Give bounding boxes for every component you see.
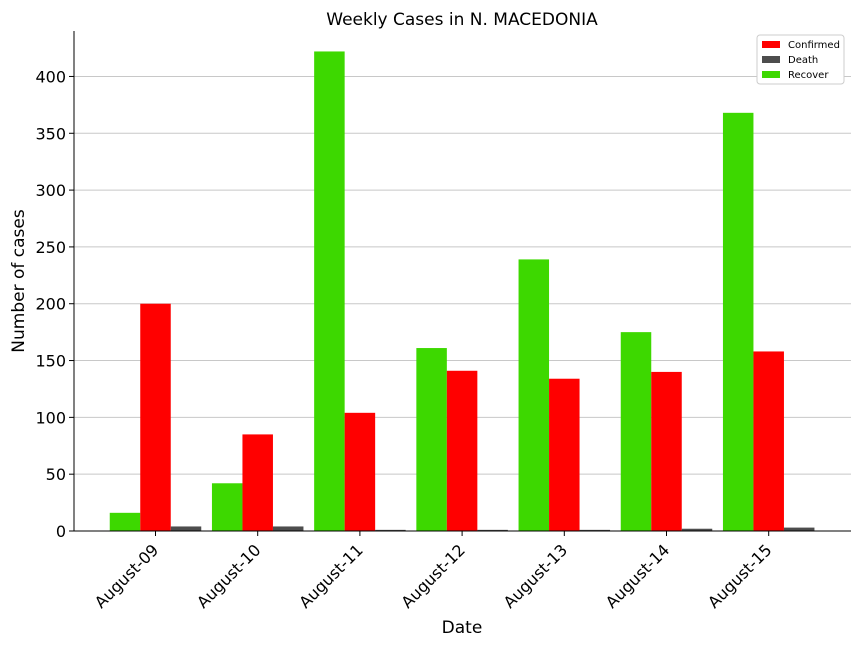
bar-death-august-14 (681, 528, 713, 531)
y-ticks: 0 50 100 150 200 250 300 350 400 (35, 67, 74, 541)
bar-death-august-11 (375, 529, 406, 531)
bar-recover-august-15 (722, 112, 754, 532)
x-tick-label: August-10 (193, 540, 265, 612)
legend-swatch-death (762, 56, 780, 63)
bar-death-august-09 (170, 526, 202, 531)
legend-label-confirmed: Confirmed (788, 40, 840, 51)
y-tick-label: 400 (35, 67, 66, 86)
legend-label-death: Death (788, 55, 818, 66)
x-tick-label: August-15 (704, 540, 776, 612)
bar-recover-august-12 (416, 348, 447, 531)
x-tick-label: August-11 (295, 540, 367, 612)
bar-confirmed-august-13 (549, 378, 580, 531)
bars (109, 51, 815, 532)
bar-confirmed-august-10 (242, 434, 273, 531)
bar-recover-august-14 (620, 332, 652, 531)
bar-confirmed-august-12 (446, 370, 478, 531)
bar-death-august-12 (477, 529, 508, 531)
bar-death-august-13 (579, 529, 611, 531)
x-tick-label: August-14 (602, 540, 674, 612)
y-axis-title: Number of cases (9, 209, 29, 353)
bar-confirmed-august-15 (753, 351, 784, 531)
legend-swatch-recover (762, 71, 780, 78)
bar-death-august-15 (783, 527, 815, 531)
y-tick-label: 300 (35, 181, 66, 200)
bar-confirmed-august-14 (651, 371, 682, 531)
bar-recover-august-13 (518, 259, 550, 531)
x-axis-title: Date (442, 618, 483, 638)
bar-death-august-10 (272, 526, 304, 531)
legend-swatch-confirmed (762, 41, 780, 48)
y-tick-label: 50 (46, 465, 66, 484)
legend-label-recover: Recover (788, 70, 829, 81)
bar-confirmed-august-09 (140, 303, 171, 531)
y-tick-label: 350 (35, 124, 66, 143)
y-tick-label: 200 (35, 295, 66, 314)
chart-title: Weekly Cases in N. MACEDONIA (326, 10, 598, 30)
x-tick-label: August-09 (91, 540, 163, 612)
bar-confirmed-august-11 (344, 412, 376, 531)
legend: Confirmed Death Recover (756, 34, 845, 85)
y-tick-label: 100 (35, 408, 66, 427)
y-tick-label: 250 (35, 238, 66, 257)
x-ticks: August-09 August-10 August-11 August-12 Augu… (91, 531, 776, 612)
x-tick-label: August-13 (500, 540, 572, 612)
y-tick-label: 150 (35, 352, 66, 371)
x-tick-label: August-12 (397, 540, 469, 612)
bar-recover-august-10 (211, 483, 243, 531)
y-tick-label: 0 (56, 522, 66, 541)
gridlines (74, 75, 851, 475)
bar-recover-august-09 (109, 512, 141, 531)
bar-recover-august-11 (314, 51, 345, 532)
